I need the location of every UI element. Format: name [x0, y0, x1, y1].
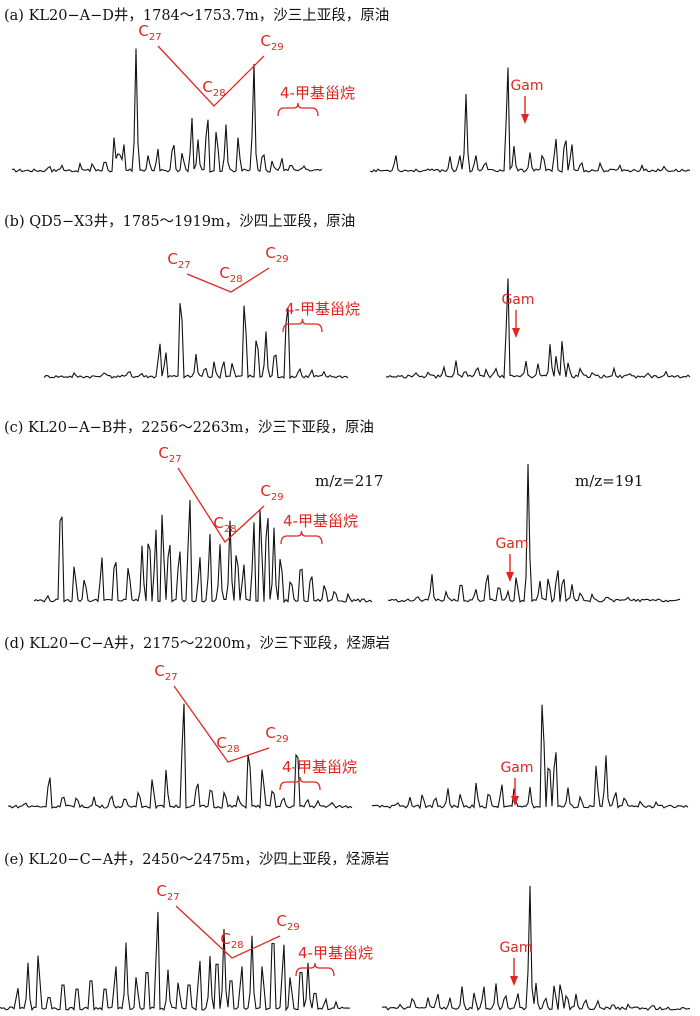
- panel-e-m191-trace: [381, 885, 691, 1011]
- panel-b-m191-trace: [385, 278, 691, 380]
- panel-e-c27-c29-connector: [175, 905, 281, 959]
- panel-c-gam-arrow-head: [506, 572, 514, 582]
- panel-c-m217-trace: [33, 499, 373, 604]
- panel-a-methylsterane-bracket: [277, 102, 319, 117]
- panel-e-methylsterane-label: 4-甲基甾烷: [298, 944, 373, 962]
- panel-b-gam-label: Gam: [501, 292, 534, 308]
- panel-b-gam-arrow-head: [512, 328, 520, 338]
- mz-217-label: m/z=217: [315, 472, 384, 490]
- panel-d-methylsterane-bracket: [279, 776, 321, 791]
- panel-c-c28-label: C28: [213, 514, 236, 535]
- panel-a-m191-trace: [369, 67, 691, 173]
- panel-a-c29-label: C29: [260, 32, 283, 53]
- panel-a-gam-arrow-head: [521, 114, 529, 124]
- panel-c-c27-c29-connector: [177, 467, 265, 544]
- panel-e-gam-label: Gam: [499, 940, 532, 956]
- panel-d-gam-label: Gam: [500, 760, 533, 776]
- panel-a-c27-c29-connector: [157, 45, 265, 107]
- panel-a-m217-trace: [11, 48, 323, 173]
- panel-c-gam-label: Gam: [495, 536, 528, 552]
- panel-d-m217-trace: [7, 703, 353, 810]
- panel-b-methylsterane-label: 4-甲基甾烷: [285, 300, 360, 318]
- panel-b-c27-c29-connector: [186, 267, 270, 293]
- panel-a-c28-label: C28: [202, 78, 225, 99]
- panel-d-c28-label: C28: [216, 734, 239, 755]
- panel-e-c28-label: C28: [220, 930, 243, 951]
- panel-e-m217-trace: [0, 911, 351, 1012]
- panel-b-c27-label: C27: [167, 250, 190, 271]
- panel-c-c27-label: C27: [158, 444, 181, 465]
- panel-e-gam-arrow-head: [510, 976, 518, 986]
- panel-b-title: (b) QD5−X3井，1785～1919m，沙四上亚段，原油: [4, 214, 356, 230]
- panel-d-c27-c29-connector: [173, 685, 270, 763]
- panel-c-c29-label: C29: [260, 482, 283, 503]
- panel-a-gam-label: Gam: [510, 78, 543, 94]
- mz-191-label: m/z=191: [575, 472, 644, 490]
- panel-b-m217-trace: [43, 303, 349, 380]
- panel-b-c28-label: C28: [219, 264, 242, 285]
- panel-c-methylsterane-bracket: [280, 530, 323, 545]
- panel-c-m191-trace: [387, 463, 681, 604]
- panel-e-methylsterane-bracket: [295, 962, 335, 977]
- panel-d-title: (d) KL20−C−A井，2175～2200m，沙三下亚段，烃源岩: [4, 636, 391, 652]
- panel-d-c29-label: C29: [265, 724, 288, 745]
- panel-c-title: (c) KL20−A−B井，2256～2263m，沙三下亚段，原油: [4, 420, 374, 436]
- panel-d-m191-trace: [371, 704, 689, 810]
- panel-a-c27-label: C27: [138, 22, 161, 43]
- panel-e-c29-label: C29: [276, 912, 299, 933]
- panel-e-c27-label: C27: [156, 882, 179, 903]
- panel-d-c27-label: C27: [154, 662, 177, 683]
- panel-a-methylsterane-label: 4-甲基甾烷: [280, 84, 355, 102]
- panel-c-methylsterane-label: 4-甲基甾烷: [283, 512, 358, 530]
- panel-d-gam-arrow-head: [511, 796, 519, 806]
- panel-b-methylsterane-bracket: [282, 318, 323, 333]
- panel-b-c29-label: C29: [265, 244, 288, 265]
- panel-a-title: (a) KL20−A−D井，1784～1753.7m，沙三上亚段，原油: [4, 8, 390, 24]
- panel-e-title: (e) KL20−C−A井，2450～2475m，沙四上亚段，烃源岩: [4, 852, 390, 868]
- panel-d-methylsterane-label: 4-甲基甾烷: [282, 758, 357, 776]
